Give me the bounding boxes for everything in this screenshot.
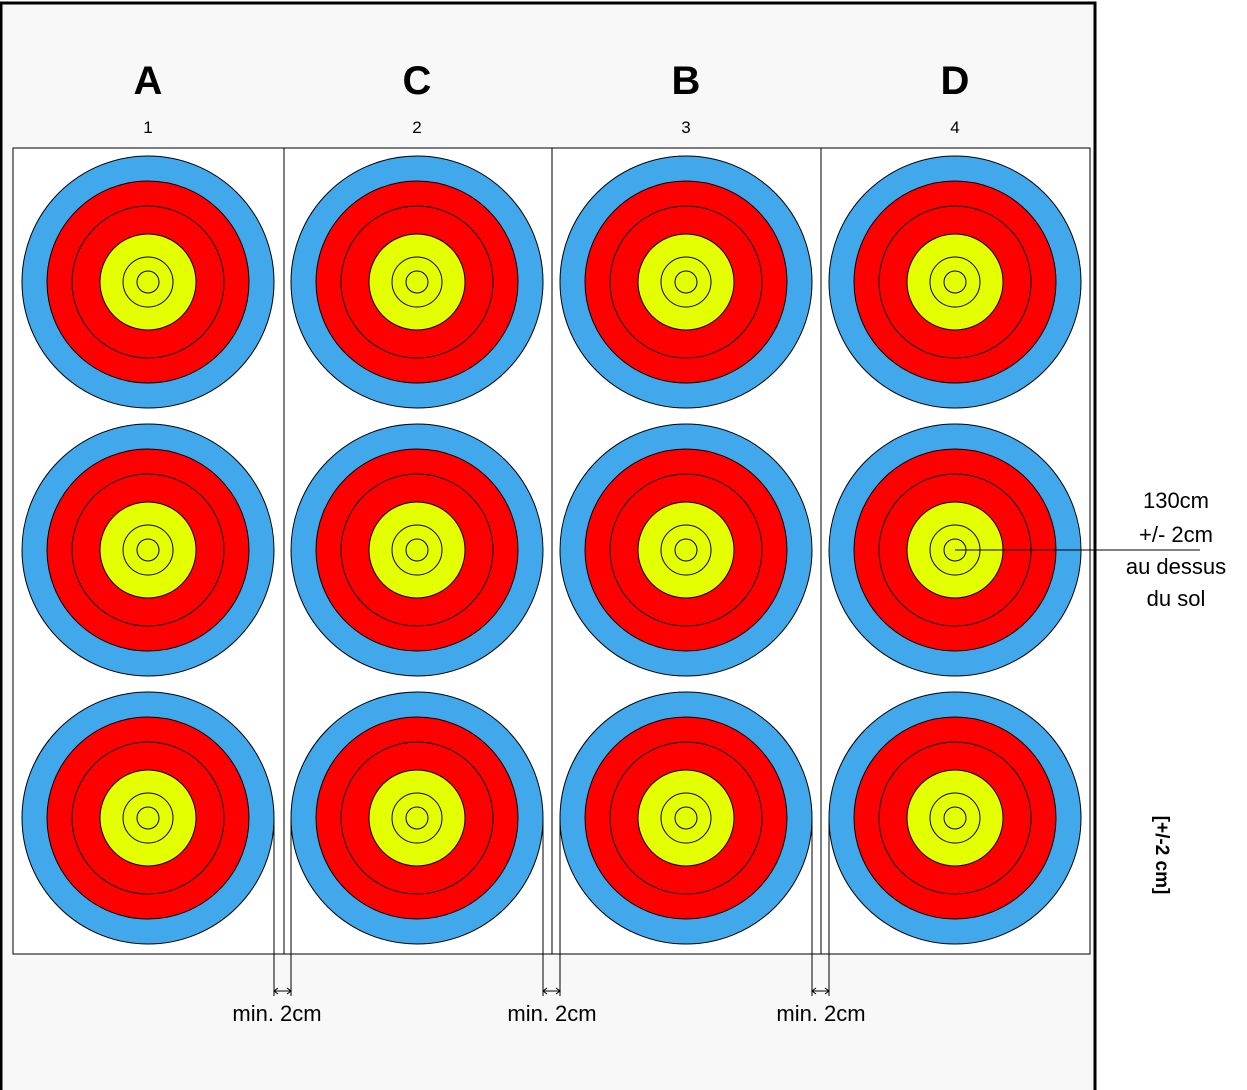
gap-marker-2 <box>542 818 561 996</box>
target-ring-5 <box>391 792 443 844</box>
target-ring-6 <box>405 270 429 294</box>
target-ring-4 <box>99 233 197 331</box>
target-ring-6 <box>674 538 698 562</box>
column-letter-3: B <box>672 59 701 103</box>
target-ring-5 <box>391 524 443 576</box>
target-ring-4 <box>99 769 197 867</box>
target-face-2-2 <box>290 423 544 677</box>
height-label-line-1: 130cm <box>1143 488 1209 513</box>
target-ring-6 <box>943 270 967 294</box>
target-ring-5 <box>929 792 981 844</box>
column-number-3: 3 <box>681 118 690 137</box>
target-ring-6 <box>136 806 160 830</box>
target-ring-6 <box>943 806 967 830</box>
target-ring-4 <box>906 769 1004 867</box>
column-number-1: 1 <box>143 118 152 137</box>
target-ring-5 <box>660 524 712 576</box>
target-face-1-1 <box>21 155 275 409</box>
target-ring-6 <box>674 806 698 830</box>
gap-label-2: min. 2cm <box>507 1001 596 1026</box>
gap-marker-3 <box>811 818 830 996</box>
column-number-4: 4 <box>950 118 959 137</box>
target-ring-5 <box>122 792 174 844</box>
target-ring-6 <box>674 270 698 294</box>
height-label-line-3: au dessus <box>1126 554 1226 579</box>
target-ring-5 <box>122 256 174 308</box>
column-letter-2: C <box>403 59 432 103</box>
target-face-2-1 <box>21 423 275 677</box>
gap-marker-1 <box>273 818 292 996</box>
target-ring-4 <box>637 501 735 599</box>
target-ring-5 <box>122 524 174 576</box>
target-face-3-1 <box>21 691 275 945</box>
target-face-3-4 <box>828 691 1082 945</box>
target-ring-4 <box>368 233 466 331</box>
target-face-1-4 <box>828 155 1082 409</box>
height-label-line-4: du sol <box>1147 586 1206 611</box>
column-letter-1: A <box>134 59 163 103</box>
target-ring-6 <box>405 806 429 830</box>
target-ring-4 <box>637 769 735 867</box>
target-ring-6 <box>136 538 160 562</box>
column-number-2: 2 <box>412 118 421 137</box>
target-face-2-3 <box>559 423 813 677</box>
target-face-3-2 <box>290 691 544 945</box>
gap-dimensions <box>273 818 830 996</box>
target-ring-5 <box>391 256 443 308</box>
target-face-1-3 <box>559 155 813 409</box>
target-ring-6 <box>405 538 429 562</box>
target-face-1-2 <box>290 155 544 409</box>
target-ring-4 <box>368 769 466 867</box>
column-headers: A C B D 1 2 3 4 <box>134 59 970 137</box>
target-face-3-3 <box>559 691 813 945</box>
target-ring-5 <box>660 792 712 844</box>
target-ring-4 <box>99 501 197 599</box>
target-ring-4 <box>368 501 466 599</box>
gap-label-1: min. 2cm <box>232 1001 321 1026</box>
target-ring-4 <box>906 233 1004 331</box>
gap-label-3: min. 2cm <box>776 1001 865 1026</box>
target-ring-6 <box>136 270 160 294</box>
height-label-line-2: +/- 2cm <box>1139 522 1213 547</box>
target-ring-4 <box>637 233 735 331</box>
column-letter-4: D <box>941 59 970 103</box>
height-annotation: 130cm +/- 2cm au dessus du sol <box>1126 488 1226 611</box>
target-faces <box>21 155 1082 945</box>
target-ring-5 <box>929 256 981 308</box>
target-ring-5 <box>660 256 712 308</box>
tolerance-label: [+/-2 cm] <box>1151 816 1172 895</box>
